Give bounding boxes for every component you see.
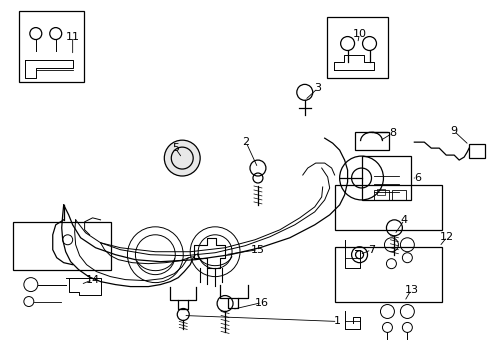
- Bar: [334, 247, 441, 302]
- Bar: [354, 132, 388, 150]
- Text: 16: 16: [254, 297, 268, 307]
- Circle shape: [164, 140, 200, 176]
- Text: 5: 5: [171, 143, 179, 153]
- Text: 10: 10: [352, 28, 366, 39]
- Bar: [377, 189, 385, 195]
- Text: 8: 8: [388, 128, 395, 138]
- Text: 1: 1: [333, 316, 341, 327]
- Text: 3: 3: [314, 84, 321, 93]
- Bar: [468, 144, 484, 158]
- Text: 9: 9: [450, 126, 457, 136]
- Text: 15: 15: [250, 245, 264, 255]
- Bar: [374, 190, 388, 200]
- Text: 12: 12: [439, 232, 453, 242]
- Text: 14: 14: [85, 275, 100, 285]
- Bar: [334, 185, 441, 230]
- Text: 7: 7: [367, 245, 374, 255]
- Text: 11: 11: [65, 32, 80, 41]
- Bar: [361, 156, 410, 200]
- Text: 2: 2: [242, 137, 249, 147]
- Text: 4: 4: [400, 215, 407, 225]
- Bar: [392, 190, 406, 200]
- Text: 6: 6: [413, 173, 420, 183]
- Bar: [19, 11, 83, 82]
- Bar: [326, 17, 387, 78]
- Bar: [13, 222, 110, 270]
- Text: 13: 13: [404, 284, 418, 294]
